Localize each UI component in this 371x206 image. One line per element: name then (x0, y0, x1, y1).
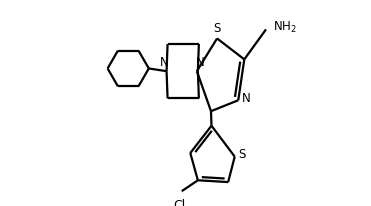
Text: S: S (238, 148, 246, 161)
Text: NH$_2$: NH$_2$ (273, 20, 296, 35)
Text: N: N (160, 56, 168, 69)
Text: N: N (242, 92, 251, 105)
Text: S: S (213, 22, 221, 35)
Text: N: N (196, 56, 205, 69)
Text: Cl: Cl (173, 199, 185, 206)
